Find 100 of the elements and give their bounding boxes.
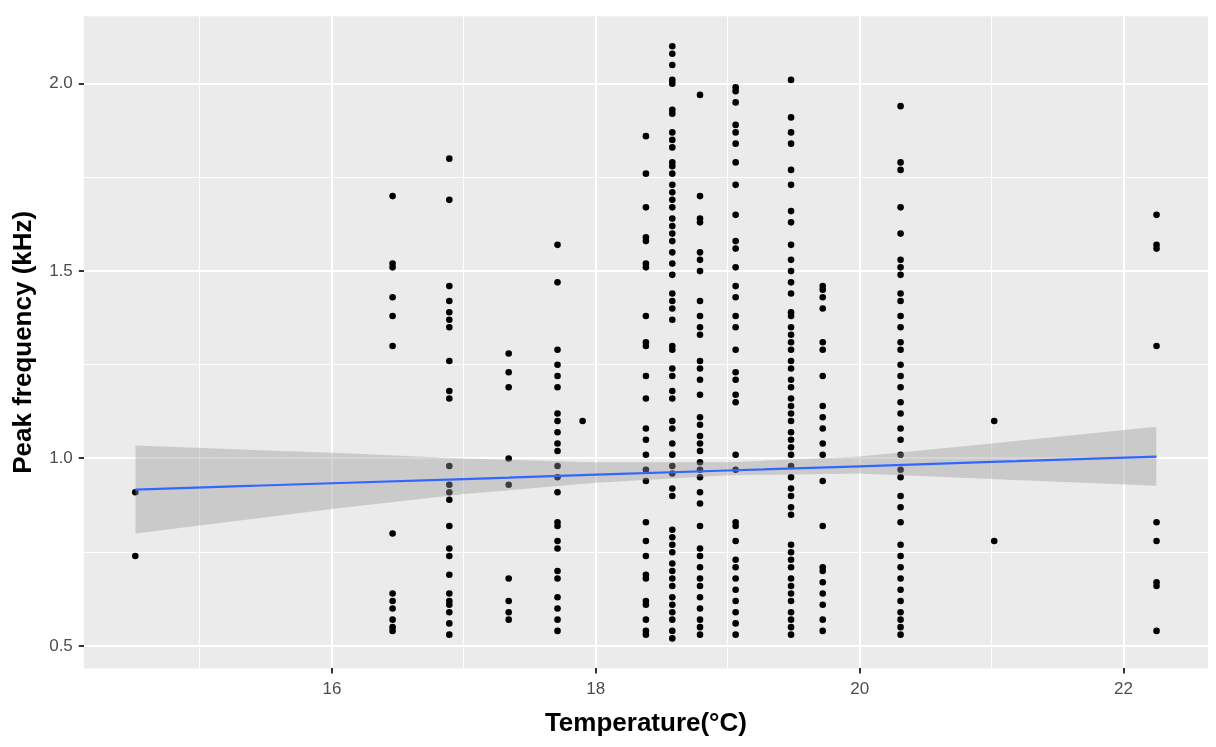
point (732, 522, 739, 530)
point (669, 462, 676, 470)
point (669, 560, 676, 567)
point (897, 256, 904, 264)
point (787, 492, 795, 500)
point (732, 376, 739, 384)
point (787, 267, 795, 275)
point (897, 586, 904, 593)
point (446, 395, 453, 402)
point (669, 346, 676, 354)
point (897, 346, 904, 354)
point (819, 425, 827, 432)
point (787, 608, 795, 616)
point (696, 552, 704, 560)
point (505, 575, 512, 582)
point (990, 417, 998, 425)
x-tick-label: 20 (850, 679, 870, 699)
point (446, 357, 453, 365)
point (554, 522, 561, 530)
point (446, 590, 453, 597)
point (669, 635, 676, 642)
point (696, 473, 704, 481)
point (819, 305, 827, 312)
point (696, 297, 704, 305)
point (669, 575, 676, 582)
point (787, 331, 795, 339)
point (732, 282, 739, 290)
point (696, 357, 704, 365)
point (732, 537, 739, 545)
point (446, 545, 453, 552)
point (389, 627, 396, 635)
point (446, 282, 453, 290)
point (554, 567, 561, 575)
point (554, 537, 561, 545)
point (669, 593, 676, 601)
point (554, 372, 561, 380)
point (732, 563, 739, 571)
point (897, 410, 904, 417)
point (554, 383, 561, 391)
point (669, 372, 676, 380)
point (669, 608, 676, 616)
point (669, 249, 676, 256)
point (696, 616, 704, 623)
point (897, 451, 904, 459)
point (642, 436, 650, 444)
point (819, 567, 827, 575)
point (897, 597, 904, 605)
point (787, 556, 795, 563)
point (787, 597, 795, 605)
point (787, 616, 795, 623)
point (897, 492, 904, 500)
point (732, 121, 739, 129)
point (787, 395, 795, 402)
point (732, 312, 739, 320)
point (732, 264, 739, 271)
point (897, 204, 904, 211)
point (897, 473, 904, 481)
point (389, 264, 396, 271)
point (732, 586, 739, 593)
point (787, 376, 795, 384)
point (696, 631, 704, 638)
x-axis-title: Temperature(°C) (544, 706, 747, 737)
point (696, 219, 704, 226)
point (787, 346, 795, 354)
point (787, 290, 795, 297)
point (897, 339, 904, 346)
point (669, 260, 676, 267)
point (732, 556, 739, 563)
point (554, 593, 561, 601)
point (787, 241, 795, 249)
point (669, 181, 676, 189)
x-tick-label: 16 (322, 679, 342, 699)
point (505, 481, 512, 489)
point (669, 215, 676, 222)
y-tick-label: 0.5 (49, 635, 73, 655)
point (696, 432, 704, 440)
point (669, 230, 676, 237)
point (669, 616, 676, 623)
point (897, 608, 904, 616)
point (669, 451, 676, 459)
point (389, 192, 396, 200)
point (669, 110, 676, 117)
point (732, 294, 739, 301)
point (1153, 211, 1160, 219)
point (669, 61, 676, 69)
point (642, 537, 650, 545)
point (669, 533, 676, 541)
point (669, 425, 676, 432)
point (897, 230, 904, 237)
point (897, 159, 904, 166)
point (732, 211, 739, 219)
point (446, 324, 453, 331)
point (732, 129, 739, 136)
point (446, 601, 453, 608)
point (787, 590, 795, 597)
point (732, 451, 739, 459)
point (669, 567, 676, 575)
point (446, 481, 453, 489)
point (732, 140, 739, 147)
point (642, 477, 650, 485)
